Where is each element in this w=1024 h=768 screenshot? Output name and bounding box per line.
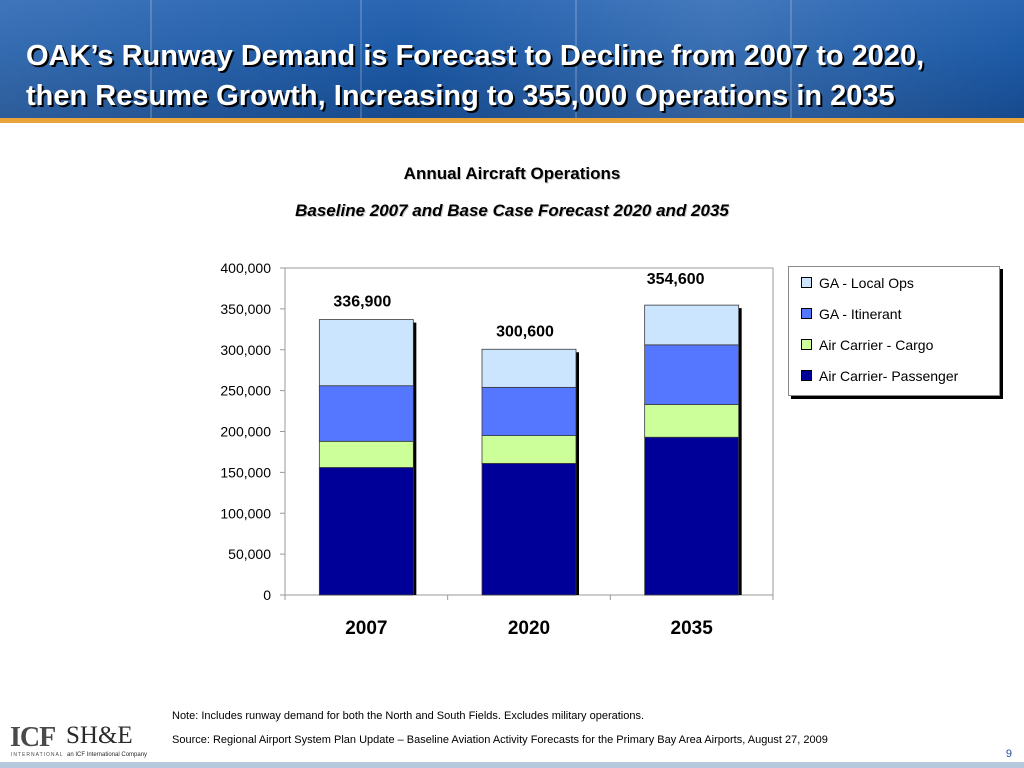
she-logo-subtext: an ICF International Company (67, 752, 148, 758)
title-banner: OAK’s Runway Demand is Forecast to Decli… (0, 0, 1024, 118)
chart-subtitle: Baseline 2007 and Base Case Forecast 202… (295, 201, 729, 220)
legend-label: Air Carrier- Passenger (819, 368, 959, 384)
bar-segment (644, 304, 740, 346)
slide-title-line2: then Resume Growth, Increasing to 355,00… (26, 80, 895, 112)
bar-segment (644, 344, 740, 405)
legend-swatch (801, 308, 812, 319)
y-tick-label: 100,000 (220, 505, 271, 521)
legend-entry: Air Carrier- Passenger (801, 368, 958, 384)
page-number: 9 (1005, 748, 1012, 760)
y-tick-label: 250,000 (220, 383, 271, 399)
y-tick-label: 350,000 (220, 301, 271, 317)
accent-rule (0, 118, 1024, 123)
banner-window-pane (575, 0, 577, 118)
legend-entry: GA - Local Ops (801, 275, 914, 291)
bar-segment (644, 404, 740, 438)
legend-swatch (801, 277, 812, 288)
bar-segment (318, 467, 414, 596)
chart-legend: GA - Local Ops GA - Itinerant Air Carrier … (788, 266, 1000, 396)
bar-segment (318, 385, 414, 442)
y-tick-label: 200,000 (220, 424, 271, 440)
footnote: Note: Includes runway demand for both th… (172, 710, 645, 722)
icf-logo: ICF INTERNATIONAL (10, 722, 63, 760)
y-tick-label: 300,000 (220, 342, 271, 358)
legend-label: GA - Itinerant (819, 306, 902, 322)
bar-segment (481, 462, 577, 596)
bar-segment (644, 436, 740, 596)
y-tick-label: 150,000 (220, 464, 271, 480)
banner-glow (0, 0, 1024, 118)
data-label: 354,600 (647, 271, 705, 288)
legend-entry: GA - Itinerant (801, 306, 901, 322)
legend-swatch (801, 339, 812, 350)
legend-label: GA - Local Ops (819, 275, 914, 291)
source-citation: Source: Regional Airport System Plan Upd… (172, 734, 828, 746)
slide-title-line1: OAK’s Runway Demand is Forecast to Decli… (26, 40, 925, 72)
bar-segment (481, 435, 577, 464)
y-tick-label: 0 (263, 587, 271, 603)
x-tick-label: 2035 (671, 618, 714, 639)
bar-segment (481, 348, 577, 388)
legend-label: Air Carrier - Cargo (819, 337, 934, 353)
bar-segment (481, 386, 577, 436)
y-tick-label: 50,000 (228, 546, 271, 562)
she-logo: SH&E an ICF International Company (64, 722, 160, 760)
x-tick-label: 2020 (508, 618, 550, 639)
banner-window-pane (150, 0, 152, 118)
legend-entry: Air Carrier - Cargo (801, 337, 933, 353)
legend-swatch (801, 370, 812, 381)
data-label: 300,600 (496, 323, 554, 340)
x-tick-label: 2007 (345, 618, 387, 639)
footer-rule (0, 762, 1024, 768)
she-logo-text: SH&E (66, 722, 133, 749)
banner-window-pane (790, 0, 792, 118)
chart-title: Annual Aircraft Operations (403, 164, 621, 183)
icf-logo-subtext: INTERNATIONAL (11, 752, 64, 758)
data-label: 336,900 (333, 294, 391, 311)
bar-segment (318, 440, 414, 468)
y-tick-label: 400,000 (220, 260, 271, 276)
banner-window-pane (360, 0, 362, 118)
slide-title: OAK’s Runway Demand is Forecast to Decli… (26, 36, 1006, 116)
bar-segment (318, 319, 414, 387)
icf-logo-text: ICF (10, 722, 56, 753)
